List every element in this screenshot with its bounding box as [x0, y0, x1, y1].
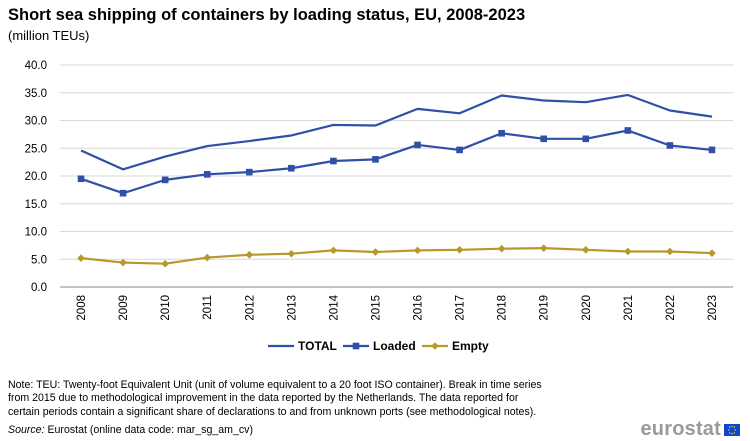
note-line-2: from 2015 due to methodological improvem…	[8, 392, 519, 405]
data-point-empty	[119, 258, 127, 267]
data-point-loaded	[666, 142, 674, 149]
series-line-loaded	[80, 129, 713, 195]
x-tick-label: 2019	[539, 295, 551, 321]
eu-flag-icon	[724, 423, 740, 436]
x-tick-label: 2021	[623, 295, 635, 321]
line-chart: 0.0 5.0 10.0 15.0 20.0 25.0 30.0 35.0 40.0 2008 20…	[25, 60, 733, 353]
data-point-empty	[161, 259, 169, 268]
legend-label-total: TOTAL	[298, 339, 337, 353]
data-point-loaded	[414, 141, 421, 149]
y-tick-label: 0.0	[31, 282, 47, 294]
x-tick-label: 2014	[328, 294, 340, 320]
x-tick-label: 2008	[76, 295, 88, 321]
chart-note: Note: TEU: Twenty-foot Equivalent Unit (…	[8, 379, 748, 419]
data-point-empty	[245, 251, 254, 259]
data-point-loaded	[288, 164, 295, 172]
x-tick-label: 2023	[707, 295, 719, 321]
y-tick-label: 20.0	[25, 171, 47, 183]
source-text: Eurostat (online data code: mar_sg_am_cv…	[44, 424, 253, 436]
data-point-empty	[581, 246, 590, 254]
chart-source: Source: Eurostat (online data code: mar_…	[8, 424, 253, 436]
data-point-empty	[77, 254, 85, 262]
y-tick-label: 35.0	[25, 88, 47, 100]
x-tick-label: 2022	[665, 295, 677, 321]
data-point-empty	[287, 249, 296, 258]
y-tick-label: 10.0	[25, 227, 47, 239]
x-tick-label: 2009	[118, 295, 130, 321]
data-point-loaded	[119, 189, 127, 197]
legend-label-empty: Empty	[452, 339, 489, 353]
y-tick-label: 40.0	[25, 60, 47, 72]
data-point-empty	[624, 247, 632, 256]
data-point-loaded	[77, 175, 85, 183]
data-point-empty	[497, 244, 506, 253]
x-tick-label: 2015	[370, 295, 382, 321]
eurostat-logo-text: eurostat	[640, 418, 721, 440]
series-line-total	[80, 93, 713, 171]
data-point-empty	[708, 249, 716, 257]
eurostat-logo: eurostat	[640, 418, 740, 441]
data-point-empty	[329, 246, 338, 255]
data-point-empty	[455, 246, 464, 254]
legend-marker-empty	[431, 342, 439, 350]
y-tick-label: 5.0	[31, 254, 47, 266]
data-point-loaded	[498, 129, 505, 137]
chart-title: Short sea shipping of containers by load…	[8, 6, 526, 24]
data-point-empty	[371, 248, 380, 256]
x-tick-label: 2010	[160, 295, 172, 321]
y-tick-label: 25.0	[25, 143, 47, 155]
x-tick-label: 2017	[455, 295, 467, 321]
chart-subtitle: (million TEUs)	[8, 28, 90, 43]
note-line-1: Note: TEU: Twenty-foot Equivalent Unit (…	[8, 379, 542, 391]
x-tick-label: 2011	[202, 295, 214, 320]
series-line-empty	[80, 247, 713, 265]
data-point-loaded	[372, 156, 379, 163]
data-point-loaded	[245, 168, 253, 176]
data-point-loaded	[540, 135, 548, 143]
data-point-loaded	[624, 127, 632, 134]
legend-label-loaded: Loaded	[373, 339, 416, 353]
data-point-empty	[203, 253, 212, 262]
x-tick-label: 2016	[413, 295, 425, 321]
data-point-loaded	[203, 171, 211, 178]
data-point-empty	[539, 244, 548, 252]
y-tick-label: 30.0	[25, 116, 47, 128]
data-point-empty	[666, 247, 674, 256]
x-tick-label: 2020	[581, 295, 593, 321]
y-tick-label: 15.0	[25, 199, 47, 211]
x-tick-label: 2018	[497, 295, 509, 321]
x-tick-label: 2012	[244, 295, 256, 321]
data-point-loaded	[330, 157, 337, 165]
source-label: Source:	[8, 424, 45, 436]
data-point-loaded	[708, 146, 716, 154]
data-point-empty	[413, 246, 422, 255]
data-point-loaded	[456, 146, 463, 154]
x-tick-label: 2013	[286, 295, 298, 321]
data-point-loaded	[161, 176, 169, 184]
legend-marker-loaded	[352, 342, 360, 350]
data-point-loaded	[582, 135, 590, 143]
note-line-3: certain periods contain a significant sh…	[8, 405, 537, 418]
